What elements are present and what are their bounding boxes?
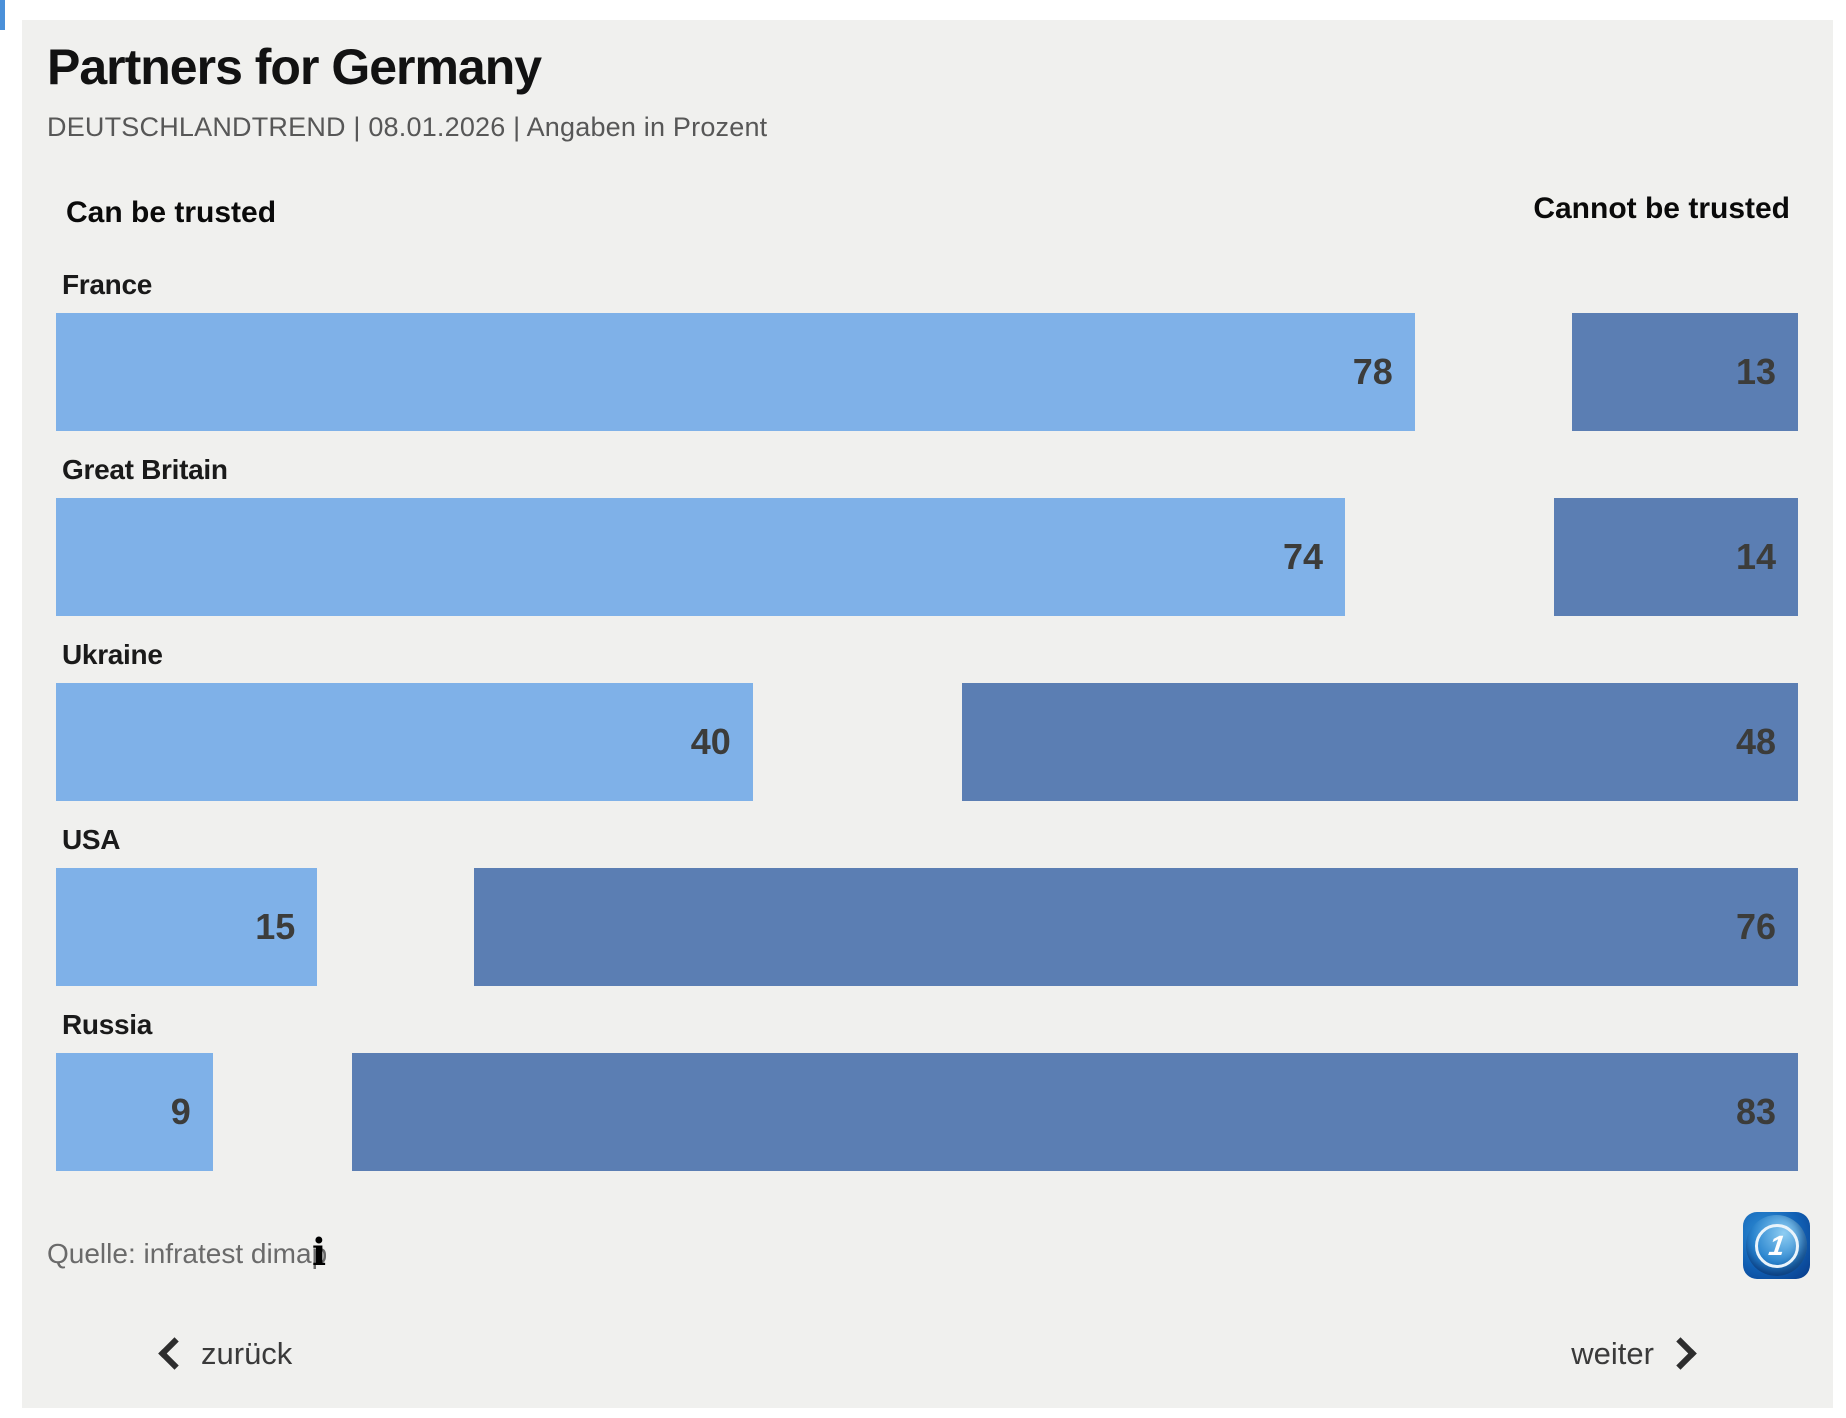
source-label: Quelle: infratest dimap — [47, 1238, 328, 1269]
bar-value: 13 — [1735, 351, 1776, 392]
back-button-label: zurück — [201, 1336, 293, 1371]
legend-cannot-be-trusted: Cannot be trusted — [1533, 192, 1790, 225]
distrust-bar: 48 — [961, 683, 1798, 801]
trust-bar: 15 — [56, 868, 318, 986]
trust-bar: 40 — [56, 683, 753, 801]
bar-value: 76 — [1735, 906, 1776, 947]
chevron-left-icon — [158, 1336, 191, 1370]
distrust-bar: 14 — [1554, 498, 1798, 616]
bar-value: 48 — [1735, 721, 1776, 762]
distrust-bar: 76 — [474, 868, 1798, 986]
distrust-bar: 83 — [352, 1053, 1798, 1171]
info-icon[interactable]: i — [312, 1230, 327, 1274]
ard-one-glyph: 1 — [1766, 1229, 1787, 1261]
chart-rows: France 78 13 Great Britain 74 14 Ukraine 40 48 US… — [56, 0, 1798, 1418]
bar-value: 14 — [1735, 536, 1776, 577]
chevron-right-icon — [1664, 1336, 1697, 1370]
back-button[interactable]: zurück — [158, 1336, 293, 1372]
bar-value: 15 — [255, 906, 296, 947]
country-label: France — [62, 269, 153, 300]
country-label: USA — [62, 824, 121, 855]
bar-value: 74 — [1283, 536, 1324, 577]
ard-logo: 1 — [1743, 1212, 1810, 1279]
trust-bar: 74 — [56, 498, 1346, 616]
page-title: Partners for Germany — [47, 39, 542, 95]
forward-button-label: weiter — [1571, 1336, 1654, 1371]
country-label: Ukraine — [62, 639, 163, 670]
trust-bar: 9 — [56, 1053, 213, 1171]
trust-bar: 78 — [56, 313, 1415, 431]
corner-accent-stripe — [0, 0, 5, 30]
bar-value: 78 — [1352, 351, 1393, 392]
distrust-bar: 13 — [1571, 313, 1798, 431]
legend-can-be-trusted: Can be trusted — [66, 196, 277, 229]
page-subtitle: DEUTSCHLANDTREND | 08.01.2026 | Angaben … — [47, 112, 768, 142]
country-label: Great Britain — [62, 454, 228, 485]
country-label: Russia — [62, 1009, 153, 1040]
bar-value: 83 — [1735, 1091, 1776, 1132]
bar-value: 40 — [690, 721, 731, 762]
ard-ring-icon: 1 — [1754, 1223, 1799, 1268]
forward-button[interactable]: weiter — [1571, 1336, 1697, 1372]
bar-value: 9 — [170, 1091, 191, 1132]
